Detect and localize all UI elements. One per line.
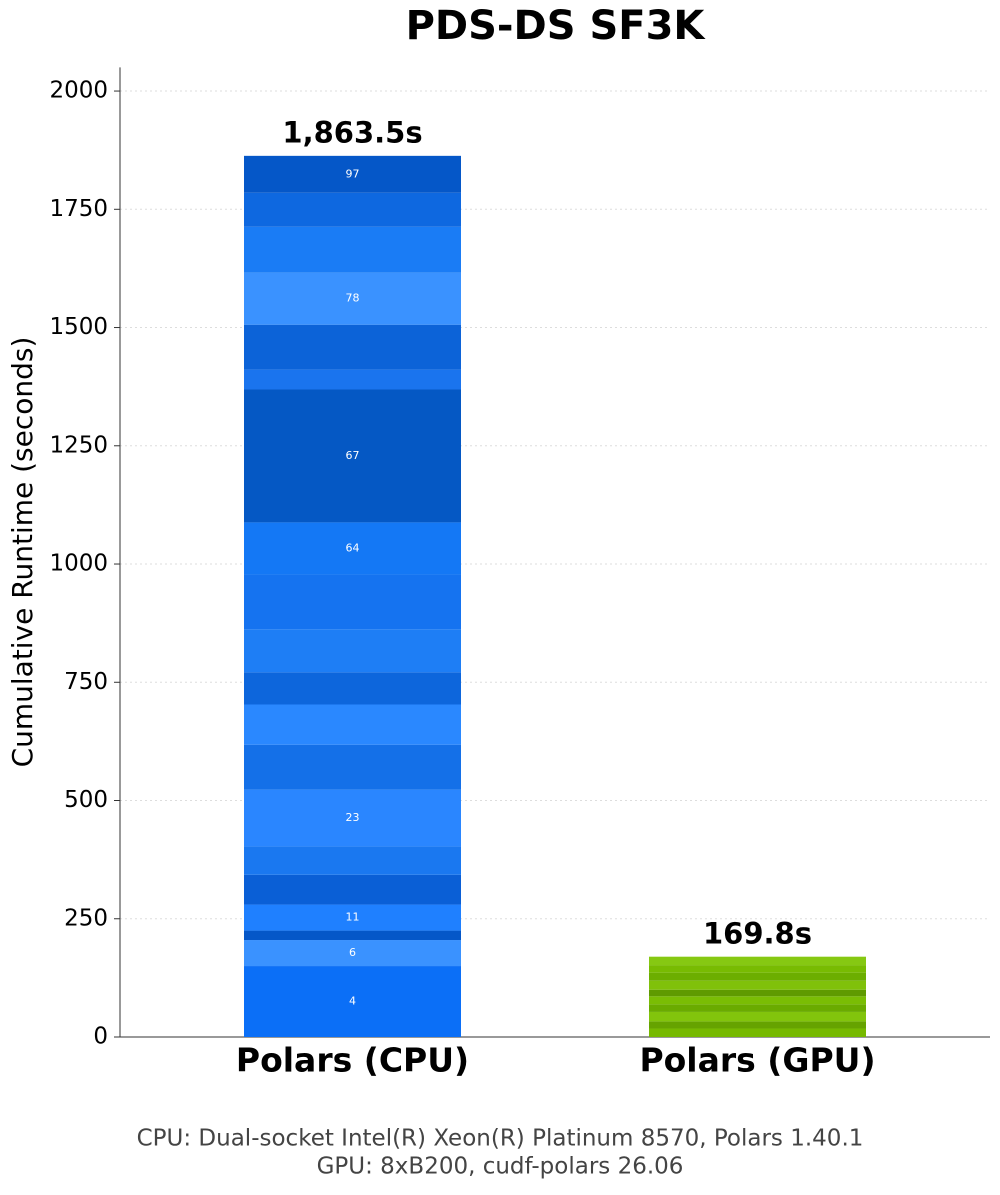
bar-segment: [244, 940, 461, 967]
bar-segment: [649, 965, 866, 973]
segment-label: 11: [346, 911, 360, 924]
segment-label: 23: [346, 811, 360, 824]
bar-segment: [244, 155, 461, 193]
chart-title: PDS-DS SF3K: [406, 3, 707, 49]
bar-segment: [244, 704, 461, 745]
bar-segment: [244, 272, 461, 325]
segment-label: 64: [346, 541, 360, 554]
bar-segment: [649, 980, 866, 990]
bar-segment: [649, 956, 866, 966]
bar-segment: [244, 389, 461, 523]
total-label: 1,863.5s: [282, 116, 422, 150]
bar-segment: [649, 1028, 866, 1037]
segment-label: 78: [346, 292, 360, 305]
bar-segment: [244, 789, 461, 847]
bar-segment: [244, 672, 461, 705]
bar-segment: [649, 1004, 866, 1012]
y-tick-label: 0: [93, 1024, 108, 1050]
footnote: CPU: Dual-socket Intel(R) Xeon(R) Platin…: [137, 1126, 864, 1152]
bar-segment: [244, 226, 461, 273]
y-tick-label: 1250: [49, 432, 108, 458]
bar-segment: [244, 192, 461, 227]
bar-segment: [244, 574, 461, 630]
bar-segment: [244, 930, 461, 941]
x-tick-label: Polars (CPU): [236, 1041, 469, 1080]
x-tick-label: Polars (GPU): [639, 1041, 875, 1080]
bar-segment: [244, 966, 461, 1037]
segment-label: 4: [349, 995, 356, 1008]
y-tick-label: 1500: [49, 314, 108, 340]
y-tick-label: 1000: [49, 551, 108, 577]
bar-segment: [244, 874, 461, 905]
bar-segment: [244, 522, 461, 575]
y-tick-label: 1750: [49, 196, 108, 222]
bar-segment: [244, 846, 461, 875]
bar-segment: [649, 996, 866, 1005]
bar-segment: [244, 744, 461, 790]
bar-segment: [649, 1021, 866, 1029]
y-axis-label: Cumulative Runtime (seconds): [6, 337, 39, 768]
bar-segment: [244, 369, 461, 390]
segment-label: 97: [346, 167, 360, 180]
total-label: 169.8s: [703, 917, 812, 951]
bar-segment: [244, 629, 461, 673]
y-tick-label: 250: [64, 905, 108, 931]
footnote: GPU: 8xB200, cudf-polars 26.06: [317, 1154, 684, 1180]
y-tick-label: 750: [64, 669, 108, 695]
bar-segment: [244, 324, 461, 370]
y-tick-label: 500: [64, 787, 108, 813]
segment-label: 67: [346, 449, 360, 462]
bar-segment: [649, 989, 866, 997]
bar-segment: [649, 1011, 866, 1022]
y-tick-label: 2000: [49, 78, 108, 104]
bar-segment: [244, 904, 461, 931]
bar-segment: [649, 972, 866, 981]
segment-label: 6: [349, 946, 356, 959]
